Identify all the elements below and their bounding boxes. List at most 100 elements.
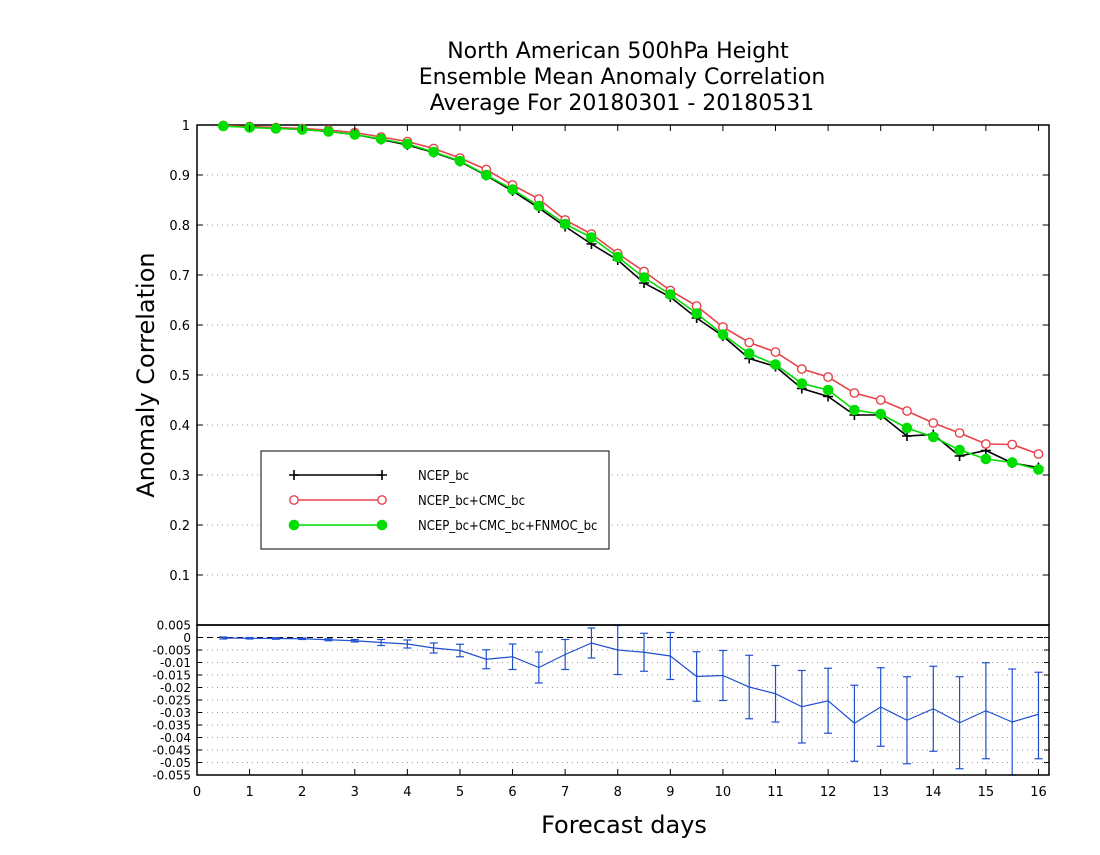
data-point xyxy=(927,431,939,443)
legend-marker xyxy=(377,470,387,480)
y-tick-label: 0.005 xyxy=(157,619,191,633)
y-tick-label: -0.04 xyxy=(160,731,191,745)
data-point xyxy=(743,348,755,359)
y-tick-label: 0.2 xyxy=(169,519,190,534)
series-line xyxy=(223,125,1039,469)
data-point xyxy=(902,406,912,416)
y-tick-label: 0.7 xyxy=(169,269,190,284)
title-line-3: Average For 20180301 - 20180531 xyxy=(430,91,815,116)
data-point xyxy=(954,444,965,456)
x-tick-label: 4 xyxy=(403,785,411,800)
main-panel: 0.1 0.2 0.3 0.4 0.5 0.6 0.7 0.8 0.9 1 xyxy=(169,119,1050,626)
x-tick-label: 11 xyxy=(767,785,784,800)
x-tick-label: 6 xyxy=(508,785,516,800)
x-tick-label: 10 xyxy=(715,785,732,800)
data-point xyxy=(349,129,361,140)
data-point xyxy=(217,120,229,132)
data-point xyxy=(770,359,781,370)
data-point xyxy=(901,422,913,434)
data-point xyxy=(823,372,834,382)
legend-marker xyxy=(289,495,299,505)
x-tick-label: 3 xyxy=(351,785,359,800)
data-point xyxy=(691,308,702,319)
y-tick-label: 0.3 xyxy=(169,469,190,484)
y-tick-label: 0.6 xyxy=(169,319,190,334)
x-tick-label: 14 xyxy=(925,785,942,800)
legend-marker xyxy=(289,470,299,480)
data-point xyxy=(1006,457,1018,468)
y-tick-label: -0.015 xyxy=(152,669,191,683)
difference-panel: 0.0050-0.005-0.01-0.015-0.02-0.025-0.03-… xyxy=(152,619,1050,783)
y-tick-label: -0.005 xyxy=(152,644,191,658)
y-tick-label: 0.4 xyxy=(169,419,190,434)
data-point xyxy=(375,133,387,145)
data-point xyxy=(796,364,807,374)
y-tick-label: -0.055 xyxy=(152,769,191,783)
data-point xyxy=(1033,449,1044,459)
data-point xyxy=(849,404,860,416)
data-point xyxy=(875,395,886,405)
x-tick-label: 15 xyxy=(978,785,995,800)
y-tick-label: -0.045 xyxy=(152,744,191,758)
y-tick-label: -0.03 xyxy=(160,706,191,720)
series-NCEP_bc+CMC_bc xyxy=(218,120,1044,459)
data-point xyxy=(1033,464,1044,475)
data-point xyxy=(717,329,729,340)
y-tick-label: 1 xyxy=(182,119,190,134)
data-point xyxy=(402,138,413,150)
x-axis: 0 1 2 3 4 5 6 7 8 9 10 11 12 13 14 15 16 xyxy=(193,125,1047,800)
x-tick-label: 0 xyxy=(193,785,201,800)
data-point xyxy=(533,200,545,212)
y-axis-label: Anomaly Correlation xyxy=(132,252,160,497)
data-point xyxy=(875,408,887,420)
data-point xyxy=(928,418,939,428)
series-NCEP_bc+CMC_bc+FNMOC_bc xyxy=(217,120,1044,475)
x-tick-label: 2 xyxy=(298,785,306,800)
x-tick-label: 12 xyxy=(820,785,837,800)
x-tick-label: 1 xyxy=(245,785,253,800)
data-point xyxy=(586,232,597,243)
y-tick-label: -0.035 xyxy=(152,719,191,733)
y-tick-label: -0.02 xyxy=(160,681,191,695)
y-tick-label: 0.5 xyxy=(169,369,190,384)
title-line-1: North American 500hPa Height xyxy=(447,39,789,64)
chart-title: North American 500hPa Height Ensemble Me… xyxy=(419,39,826,116)
data-point xyxy=(1007,439,1018,450)
data-point xyxy=(665,289,676,300)
y-tick-label: -0.05 xyxy=(160,756,191,770)
y-tick-label: 0.1 xyxy=(169,569,190,584)
y-tick-label: 0.8 xyxy=(169,219,190,234)
series-line xyxy=(223,125,1039,471)
legend-label: NCEP_bc+CMC_bc+FNMOC_bc xyxy=(418,519,597,534)
x-tick-label: 9 xyxy=(666,785,674,800)
data-point xyxy=(796,378,808,389)
legend-marker xyxy=(377,495,387,505)
x-axis-label: Forecast days xyxy=(541,811,707,839)
x-tick-label: 7 xyxy=(561,785,569,800)
y-tick-label: 0.9 xyxy=(169,169,190,184)
data-point xyxy=(323,126,334,137)
legend-marker xyxy=(288,519,300,531)
x-tick-label: 13 xyxy=(872,785,889,800)
data-point xyxy=(980,453,992,465)
data-point xyxy=(559,218,571,230)
legend-label: NCEP_bc xyxy=(418,469,469,484)
legend-marker xyxy=(376,519,388,531)
x-tick-label: 16 xyxy=(1030,785,1047,800)
data-point xyxy=(507,184,518,195)
legend: NCEP_bc NCEP_bc+CMC_bc NCEP_bc+CMC_bc+FNMO… xyxy=(260,450,610,550)
data-point xyxy=(954,428,965,438)
difference-frame xyxy=(196,624,1050,776)
difference-line xyxy=(223,637,1039,724)
data-point xyxy=(980,439,991,449)
y-tick-label: 0 xyxy=(183,631,191,645)
data-point xyxy=(612,251,624,263)
x-tick-label: 5 xyxy=(456,785,464,800)
series-line xyxy=(223,124,1039,455)
data-point xyxy=(638,272,650,283)
x-tick-label: 8 xyxy=(614,785,622,800)
y-tick-label: -0.025 xyxy=(152,694,191,708)
data-point xyxy=(770,347,781,357)
